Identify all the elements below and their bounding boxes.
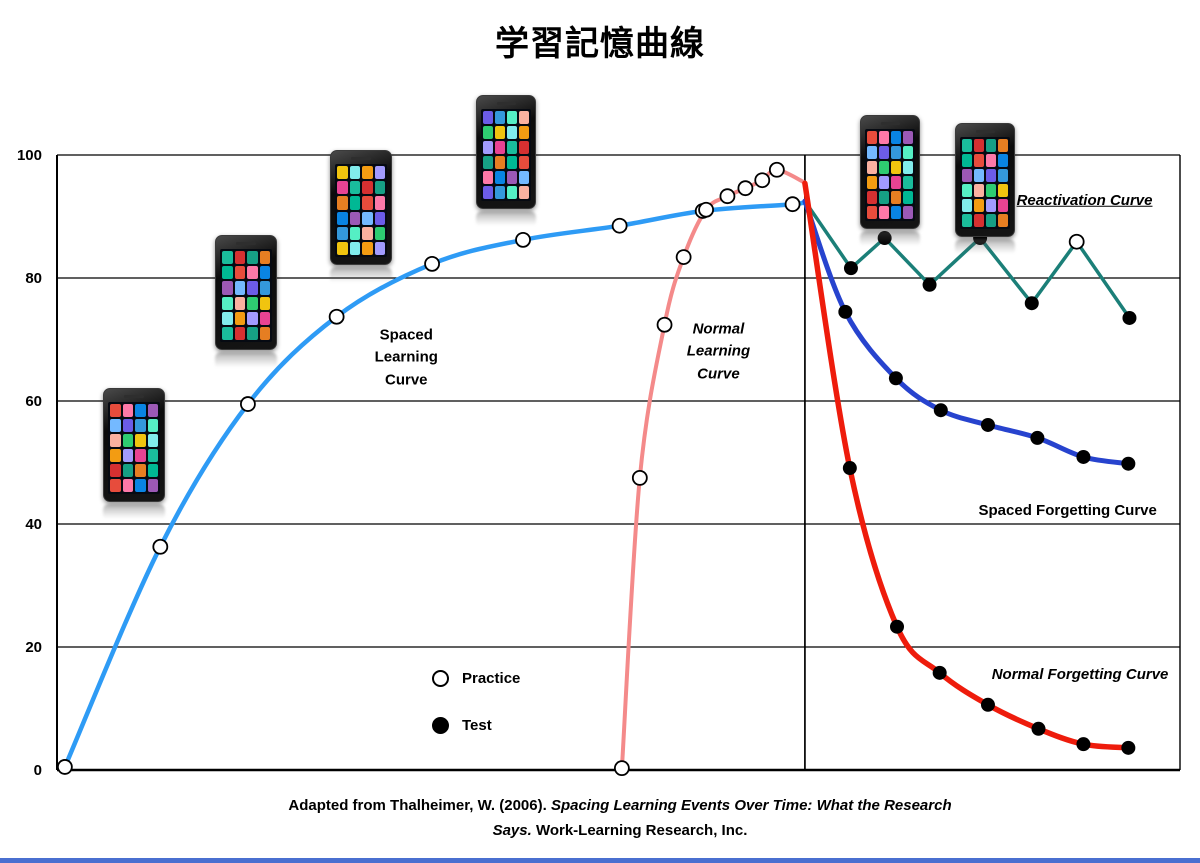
reactivation-test-point <box>843 261 858 276</box>
page-title: 学習記憶曲線 <box>495 25 705 63</box>
normal_forgetting-test-point <box>1121 740 1136 755</box>
y-axis-tick-label: 60 <box>25 393 42 410</box>
y-axis-tick-label: 0 <box>34 762 42 779</box>
normal_learning-practice-point <box>675 249 692 265</box>
spaced_forgetting-test-point <box>933 403 948 418</box>
footer-strip <box>0 858 1200 863</box>
caption-line-1: Adapted from Thalheimer, W. (2006). Spac… <box>288 797 952 814</box>
spaced_learning-practice-point <box>240 396 256 412</box>
y-axis-tick-label: 80 <box>25 270 42 287</box>
reactivation-test-point <box>1024 296 1039 311</box>
reactivation-practice-point <box>1068 233 1085 250</box>
spaced_forgetting-test-point <box>1121 456 1136 471</box>
spaced_learning-practice-point <box>152 538 169 555</box>
spaced_learning-practice-point <box>515 231 531 248</box>
normal_learning-practice-point <box>631 469 648 486</box>
normal_forgetting-test-point <box>890 619 905 634</box>
legend-item-practice: Practice <box>432 670 520 687</box>
spaced_learning-practice-point <box>56 759 73 775</box>
curve-normal_learning <box>619 167 807 771</box>
spaced_forgetting-test-point <box>838 304 853 319</box>
curve-label-4: Normal Forgetting Curve <box>991 666 1169 684</box>
curve-label-2: Reactivation Curve <box>1016 191 1153 209</box>
spaced_learning-practice-point <box>784 196 801 213</box>
spaced_forgetting-test-point <box>888 371 903 386</box>
spaced_forgetting-test-point <box>1076 449 1091 464</box>
reactivation-test-point <box>877 231 892 246</box>
spaced_learning-practice-point <box>328 308 345 325</box>
curve-label-0: Spaced Learning Curve <box>374 326 438 389</box>
legend-item-test: Test <box>432 717 520 734</box>
reactivation-test-point <box>973 231 988 246</box>
curve-label-1: Normal Learning Curve <box>686 320 751 383</box>
normal_forgetting-test-point <box>1031 721 1046 736</box>
spaced_learning-practice-point <box>611 217 628 234</box>
y-axis-tick-label: 40 <box>25 516 42 533</box>
normal_forgetting-test-point <box>980 697 995 712</box>
normal_learning-practice-point <box>613 760 630 777</box>
spaced_forgetting-test-point <box>1030 430 1045 445</box>
y-axis-tick-label: 100 <box>17 147 42 164</box>
source-caption: Adapted from Thalheimer, W. (2006). Spac… <box>40 794 1200 844</box>
curve-normal_forgetting <box>802 180 1132 751</box>
legend: Practice Test <box>432 670 520 734</box>
normal_learning-practice-point <box>737 180 754 197</box>
y-axis-tick-label: 20 <box>25 639 42 656</box>
caption-line-2: Says. Work-Learning Research, Inc. <box>492 821 748 839</box>
test-filled-circle-icon <box>432 717 449 734</box>
reactivation-test-point <box>1122 310 1137 325</box>
normal_learning-practice-point <box>754 172 771 189</box>
reactivation-test-point <box>922 277 937 292</box>
normal_learning-practice-point <box>656 316 673 333</box>
spaced_forgetting-test-point <box>980 417 995 432</box>
practice-open-circle-icon <box>432 670 449 687</box>
curve-reactivation <box>803 199 1132 320</box>
curve-label-3: Spaced Forgetting Curve <box>978 501 1157 519</box>
normal_learning-practice-point <box>768 161 785 178</box>
normal_learning-practice-point <box>698 201 714 218</box>
spaced_learning-practice-point <box>424 255 440 272</box>
legend-label-practice: Practice <box>462 670 521 687</box>
normal_forgetting-test-point <box>1076 737 1091 752</box>
legend-label-test: Test <box>462 717 492 734</box>
normal_learning-practice-point <box>719 188 736 205</box>
normal_forgetting-test-point <box>932 665 947 680</box>
normal_forgetting-test-point <box>842 461 857 476</box>
